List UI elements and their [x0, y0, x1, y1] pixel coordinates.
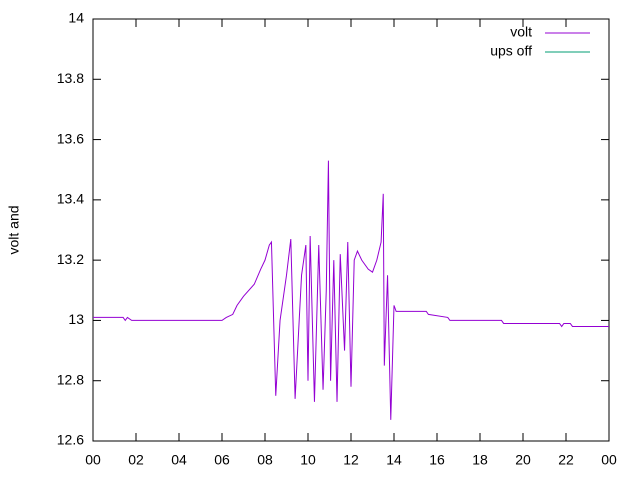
y-tick-label: 12.8 [57, 371, 84, 387]
x-tick-label: 04 [171, 452, 187, 468]
y-tick-label: 12.6 [57, 432, 84, 448]
y-tick-label: 13.4 [57, 191, 84, 207]
y-tick-label: 13.8 [57, 70, 84, 86]
x-tick-label: 06 [214, 452, 230, 468]
x-tick-label: 08 [257, 452, 273, 468]
x-tick-label: 02 [128, 452, 144, 468]
x-tick-label: 14 [386, 452, 402, 468]
x-tick-label: 22 [558, 452, 574, 468]
data-line [93, 160, 609, 420]
y-tick-label: 13 [68, 311, 84, 327]
x-tick-label: 00 [601, 452, 617, 468]
y-tick-label: 13.6 [57, 130, 84, 146]
y-axis-label: volt and [6, 205, 22, 254]
x-tick-label: 00 [85, 452, 101, 468]
y-tick-label: 14 [68, 10, 84, 26]
legend-label: volt [510, 24, 532, 40]
legend-label: ups off [490, 43, 532, 59]
x-tick-label: 20 [515, 452, 531, 468]
y-tick-label: 13.2 [57, 251, 84, 267]
x-tick-label: 12 [343, 452, 359, 468]
x-tick-label: 16 [429, 452, 445, 468]
x-tick-label: 18 [472, 452, 488, 468]
x-tick-label: 10 [300, 452, 316, 468]
